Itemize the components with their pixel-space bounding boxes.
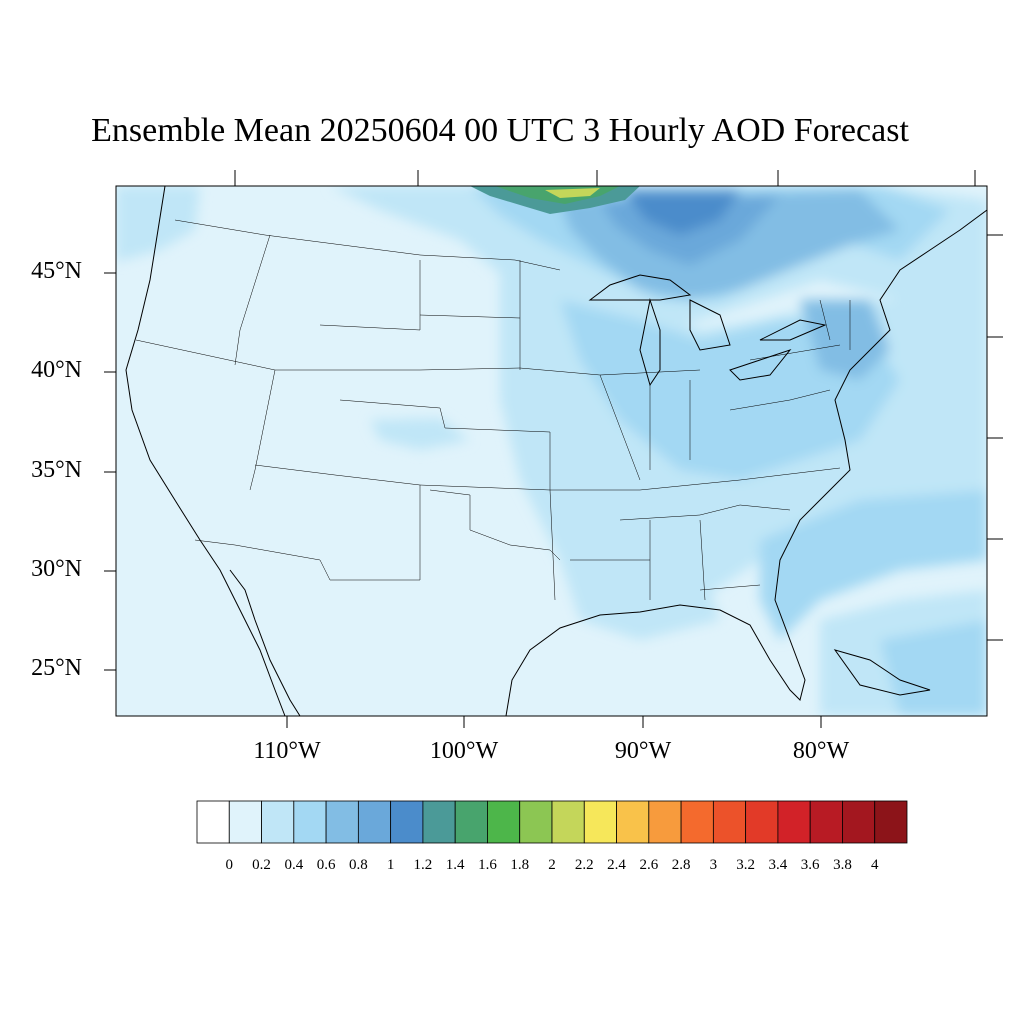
lat-label-30: 30°N [31, 556, 82, 582]
lat-label-45: 45°N [31, 258, 82, 284]
colorbar-swatch-8 [454, 800, 488, 844]
colorbar-swatch-12 [583, 800, 617, 844]
colorbar-label: 1.6 [478, 857, 497, 873]
colorbar-swatch-1 [228, 800, 262, 844]
colorbar-swatch-18 [777, 800, 811, 844]
colorbar-label: 2.8 [671, 857, 691, 873]
map-frame [115, 185, 988, 717]
colorbar-swatch-5 [357, 800, 392, 844]
lon-label-100w: 100°W [429, 738, 499, 764]
lat-label-40: 40°N [31, 357, 82, 383]
colorbar-label: 2.2 [574, 857, 594, 873]
colorbar-swatch-17 [745, 800, 779, 844]
colorbar-label: 3.6 [800, 857, 820, 873]
colorbar-label: 0 [225, 857, 234, 873]
colorbar-swatch-9 [487, 800, 521, 844]
colorbar-swatch-21 [874, 800, 908, 844]
colorbar-swatch-4 [325, 800, 359, 844]
chart-title: Ensemble Mean 20250604 00 UTC 3 Hourly A… [91, 112, 909, 149]
colorbar-label: 1.4 [445, 857, 465, 873]
colorbar-label: 1 [386, 857, 395, 873]
colorbar-swatch-13 [616, 800, 650, 844]
colorbar-swatch-6 [390, 800, 424, 844]
colorbar-label: 1.8 [510, 857, 530, 873]
colorbar-swatch-3 [293, 800, 327, 844]
colorbar-label: 1.2 [413, 857, 433, 873]
colorbar-swatch-20 [842, 800, 876, 844]
colorbar-label: 3 [709, 857, 718, 873]
colorbar-swatch-14 [648, 800, 682, 844]
lat-label-35: 35°N [31, 457, 82, 483]
colorbar-label: 3.8 [833, 857, 852, 873]
colorbar-label: 4 [870, 857, 879, 873]
colorbar-swatch-10 [519, 800, 553, 844]
colorbar [196, 800, 908, 844]
colorbar-swatch-11 [551, 800, 585, 844]
colorbar-label: 2 [548, 857, 556, 873]
colorbar-label: 3.2 [736, 857, 755, 873]
lon-label-90w: 90°W [614, 738, 672, 764]
coastlines [125, 186, 987, 716]
lon-label-80w: 80°W [792, 738, 850, 764]
colorbar-swatch-7 [422, 800, 456, 844]
lat-label-25: 25°N [31, 655, 82, 681]
colorbar-label: 2.4 [607, 857, 626, 873]
colorbar-swatch-15 [680, 800, 714, 844]
colorbar-swatch-2 [261, 800, 295, 844]
aod-field [116, 186, 987, 716]
colorbar-label: 2.6 [639, 857, 659, 873]
colorbar-label: 3.4 [768, 857, 788, 873]
colorbar-swatch-0 [196, 800, 230, 844]
colorbar-label: 0.4 [284, 857, 304, 873]
lon-label-110w: 110°W [253, 738, 321, 764]
colorbar-swatch-16 [712, 800, 747, 844]
colorbar-label: 0.2 [252, 857, 271, 873]
colorbar-swatch-19 [809, 800, 843, 844]
state-boundaries [135, 219, 851, 601]
tick-marks [104, 170, 1003, 728]
colorbar-label: 0.8 [348, 857, 368, 873]
colorbar-label: 0.6 [316, 857, 336, 873]
